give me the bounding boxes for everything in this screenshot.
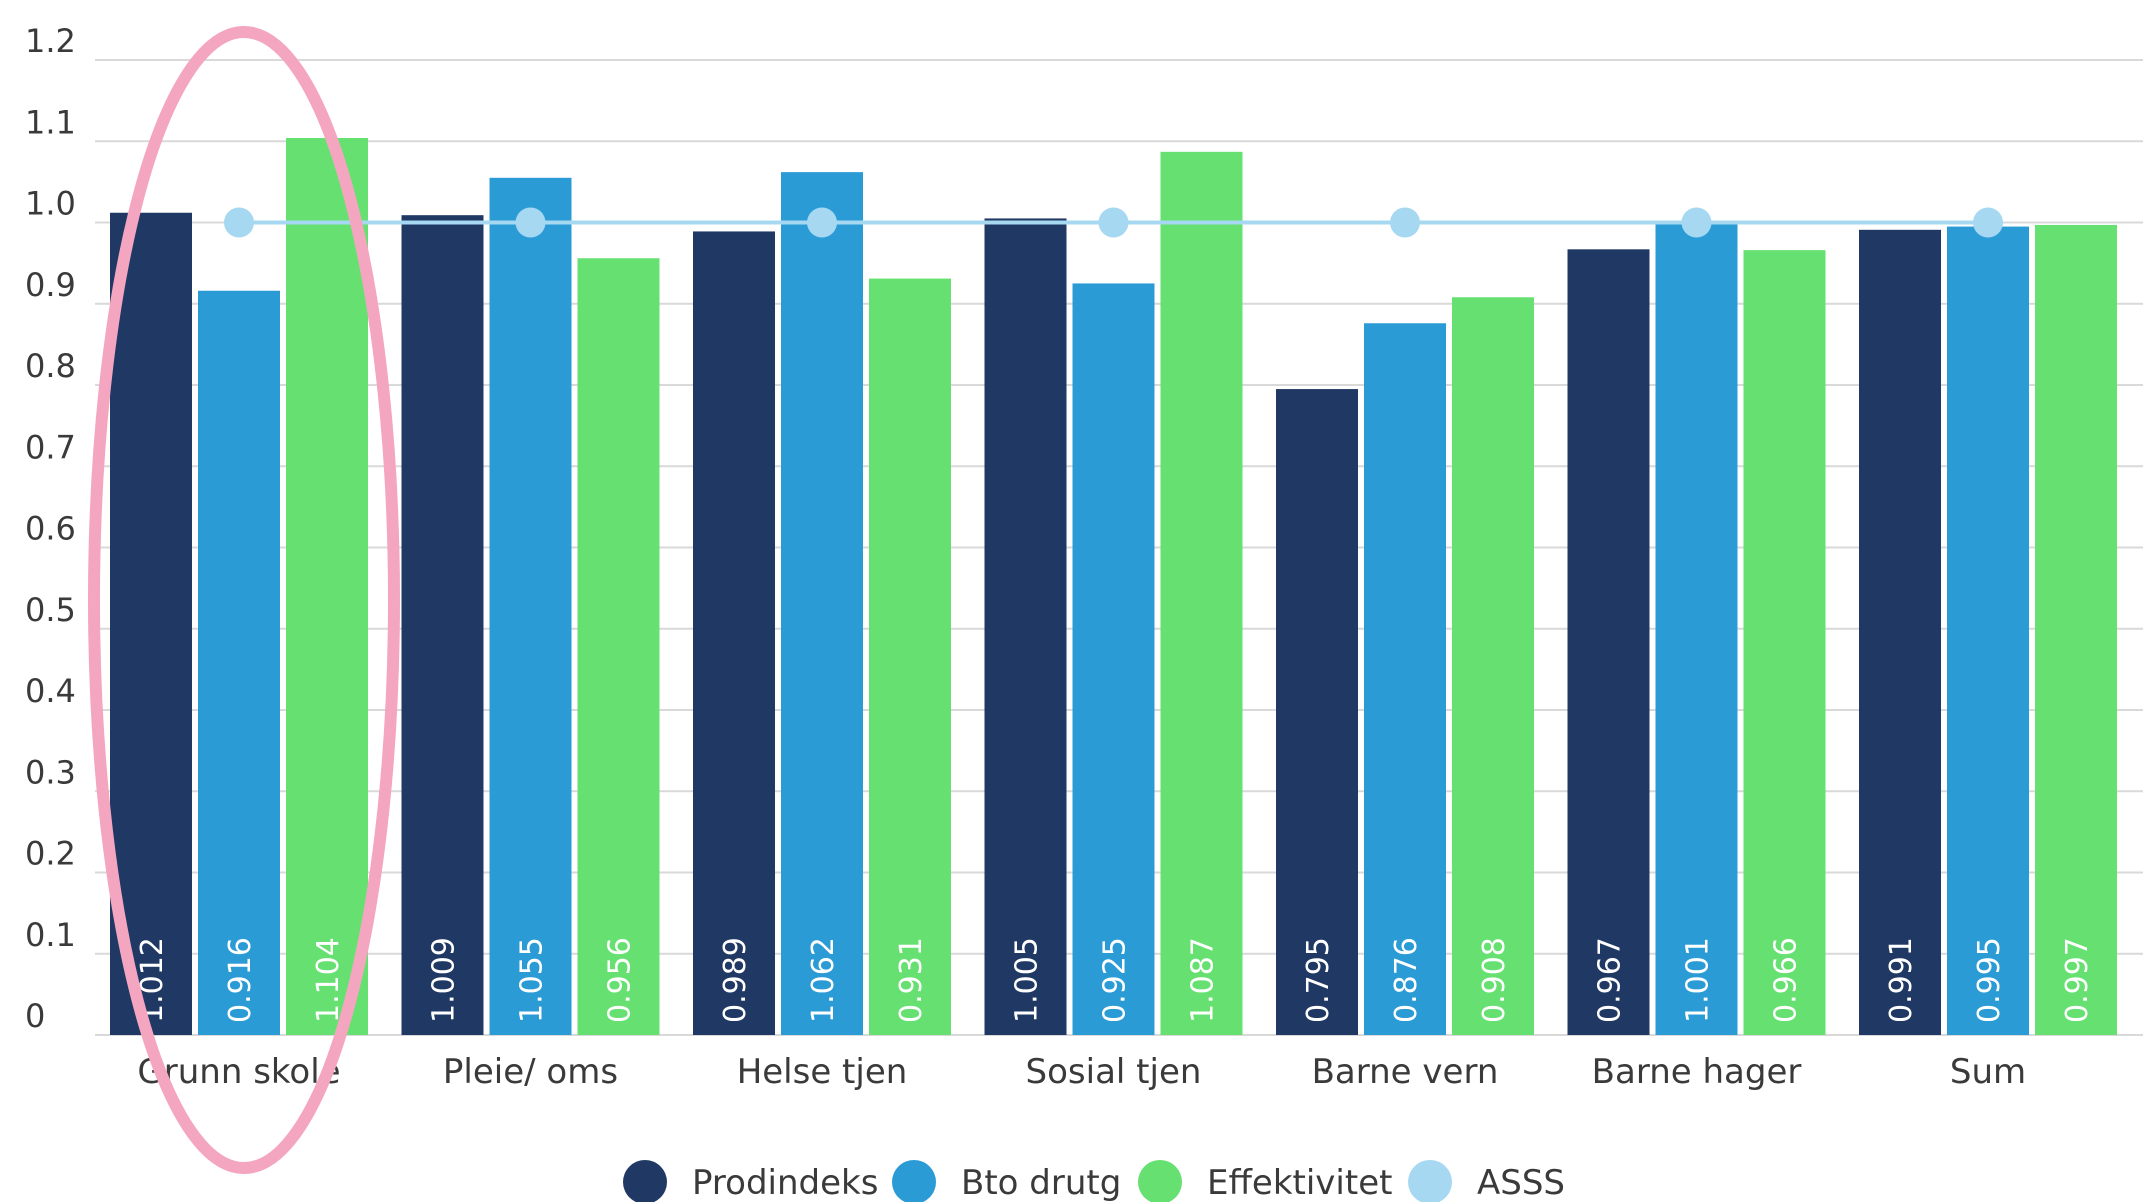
asss-point — [1681, 207, 1712, 238]
data-label: 1.055 — [515, 937, 550, 1023]
data-label: 1.001 — [1681, 937, 1716, 1023]
bar-prodindeks — [1859, 229, 1941, 1035]
legend-marker — [892, 1160, 936, 1202]
data-label: 0.997 — [2060, 937, 2095, 1023]
asss-point — [1098, 207, 1129, 238]
asss-point — [1973, 207, 2003, 238]
data-label: 0.991 — [1884, 937, 1919, 1023]
y-tick-label: 1.2 — [25, 22, 76, 60]
y-tick-label: 0.8 — [25, 347, 76, 385]
x-category-label: Pleie/ oms — [443, 1052, 618, 1092]
asss-line — [224, 207, 2003, 238]
y-tick-label: 0 — [25, 997, 45, 1035]
y-tick-label: 0.6 — [25, 510, 76, 548]
y-axis-ticks: 0 0.1 0.2 0.3 0.4 0.5 0.6 0.7 0.8 0.9 1.0 1.1 1.2 — [25, 22, 76, 1035]
data-label: 0.966 — [1769, 937, 1804, 1023]
x-category-label: Sosial tjen — [1026, 1052, 1202, 1092]
highlight-ellipse — [88, 26, 400, 1174]
legend-label: Effektivitet — [1207, 1163, 1392, 1202]
bar-effektivitet — [286, 138, 368, 1035]
data-label: 0.989 — [718, 937, 753, 1023]
bar-prodindeks — [1276, 389, 1358, 1035]
data-label: 0.931 — [894, 937, 929, 1023]
data-label: 0.967 — [1593, 937, 1628, 1023]
legend: Prodindeks Bto drutg Effektivitet ASSS — [623, 1160, 1565, 1202]
bar-effektivitet — [1743, 250, 1826, 1035]
asss-point — [1390, 207, 1420, 238]
legend-marker — [1408, 1160, 1452, 1202]
y-tick-label: 0.3 — [25, 753, 76, 791]
data-label: 0.925 — [1098, 937, 1133, 1023]
x-category-label: Sum — [1950, 1052, 2026, 1092]
bar-effektivitet — [577, 258, 660, 1035]
bar-prodindeks — [1567, 249, 1650, 1035]
data-label: 0.916 — [223, 937, 258, 1023]
legend-marker — [1138, 1160, 1182, 1202]
legend-label: ASSS — [1477, 1163, 1565, 1202]
bar-prodindeks — [401, 215, 484, 1035]
data-label: 0.795 — [1301, 937, 1336, 1023]
y-tick-label: 0.4 — [25, 672, 76, 710]
y-tick-label: 1.0 — [25, 185, 76, 223]
x-category-label: Barne hager — [1592, 1052, 1802, 1092]
bar-effektivitet — [1452, 297, 1534, 1035]
y-tick-label: 1.1 — [25, 103, 76, 141]
y-tick-label: 0.9 — [25, 266, 76, 304]
bar-effektivitet — [869, 278, 951, 1035]
data-label: 1.087 — [1186, 937, 1221, 1023]
y-tick-label: 0.7 — [25, 428, 76, 466]
asss-point — [224, 207, 254, 238]
x-category-label: Helse tjen — [737, 1052, 908, 1092]
asss-point — [807, 207, 837, 238]
bar-prodindeks — [984, 218, 1067, 1035]
data-label: 0.908 — [1477, 937, 1512, 1023]
bar-bto-drutg — [489, 177, 572, 1035]
data-label: 1.104 — [311, 937, 346, 1023]
highlight-annotation — [88, 26, 400, 1174]
legend-label: Bto drutg — [961, 1163, 1121, 1202]
bars: 1.012 0.916 1.104 1.009 1.055 0.956 0.989 1.062… — [110, 138, 2117, 1035]
asss-point — [515, 207, 546, 238]
bar-bto-drutg — [1072, 283, 1155, 1035]
x-axis-categories: Grunn skole Pleie/ oms Helse tjen Sosial tj… — [137, 1052, 2026, 1092]
bar-bto-drutg — [1655, 221, 1738, 1035]
x-category-label: Barne vern — [1312, 1052, 1499, 1092]
y-tick-label: 0.1 — [25, 916, 76, 954]
bar-effektivitet — [2035, 224, 2117, 1035]
y-tick-label: 0.5 — [25, 591, 76, 629]
data-label: 1.009 — [427, 937, 462, 1023]
data-label: 0.956 — [603, 937, 638, 1023]
bar-prodindeks — [110, 212, 192, 1035]
bar-effektivitet — [1160, 151, 1243, 1035]
data-label: 0.876 — [1389, 937, 1424, 1023]
bar-bto-drutg — [198, 290, 280, 1035]
data-label: 1.062 — [806, 937, 841, 1023]
legend-marker — [623, 1160, 667, 1202]
y-tick-label: 0.2 — [25, 835, 76, 873]
data-label: 1.005 — [1010, 937, 1045, 1023]
bar-bto-drutg — [1947, 226, 2029, 1035]
data-label: 0.995 — [1972, 937, 2007, 1023]
legend-label: Prodindeks — [692, 1163, 878, 1202]
bar-prodindeks — [693, 231, 775, 1035]
bar-bto-drutg — [1364, 323, 1446, 1035]
bar-bto-drutg — [781, 172, 863, 1035]
